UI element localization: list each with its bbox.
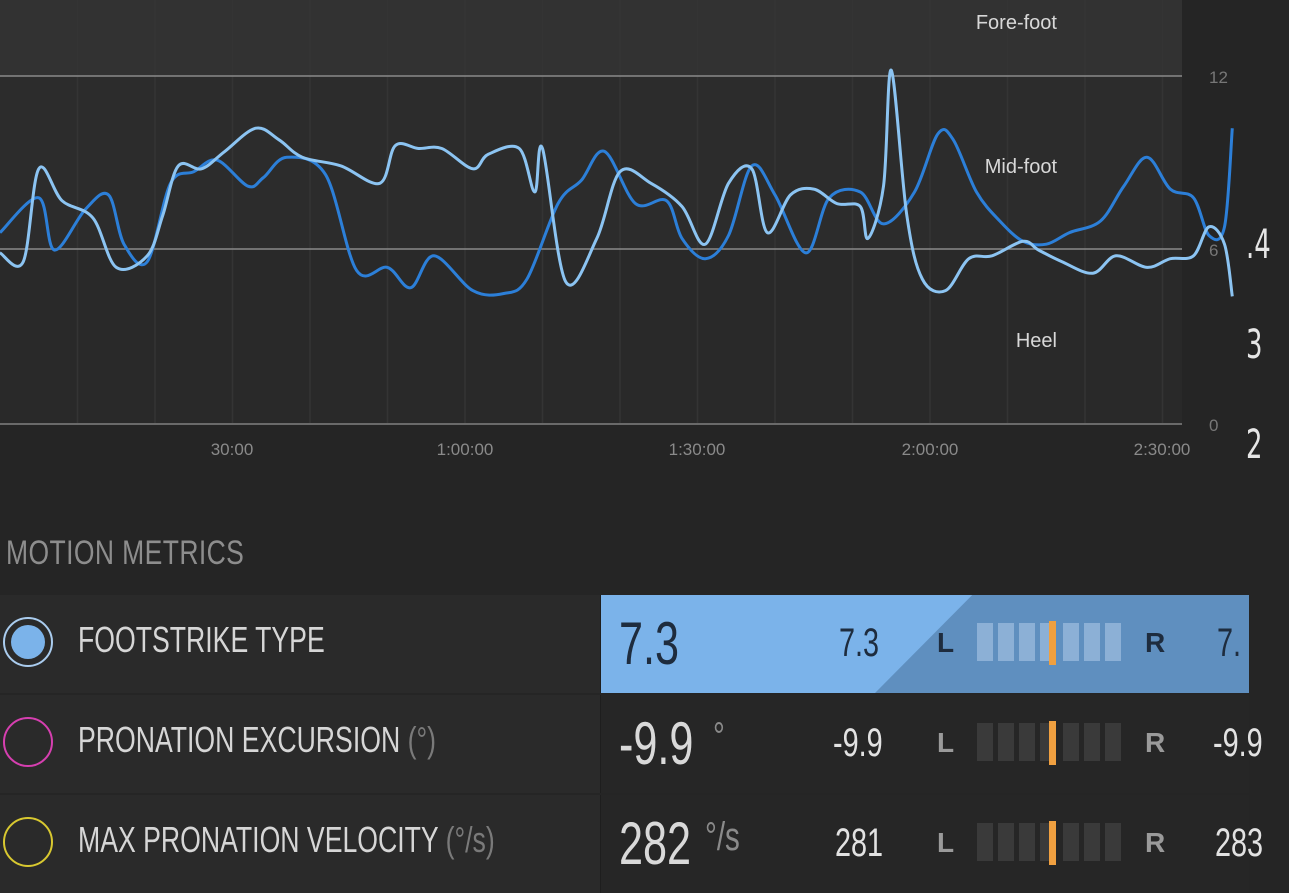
metric-label-cell: MAX PRONATION VELOCITY (°/s) [0,795,600,893]
x-tick-2h30: 2:30:00 [1133,440,1191,459]
balance-segment [1084,623,1100,661]
metric-name: FOOTSTRIKE TYPE [78,619,325,661]
series-group [0,68,1234,297]
right-foot-value: -9.9 [1213,721,1263,765]
series-line-2 [0,68,1234,297]
y-tick-12: 12 [1209,68,1228,87]
footstrike-chart: Fore-foot Mid-foot Heel [0,0,1234,425]
y-tick-6: 6 [1209,241,1219,260]
metric-toggle-circle[interactable] [3,717,53,767]
left-foot-value: 7.3 [839,621,880,665]
left-foot-value: -9.9 [833,721,883,765]
metric-toggle-circle[interactable] [3,817,53,867]
section-title: MOTION METRICS [6,534,245,572]
metric-value: 282 [619,810,692,877]
balance-bar [977,621,1127,665]
metric-value-cell: 7.3 7.3 L R 7. [600,595,1249,693]
balance-segment [1019,723,1035,761]
balance-segment [1063,723,1079,761]
x-tick-30m: 30:00 [210,440,254,459]
balance-segment [1063,623,1079,661]
balance-segment [1019,623,1035,661]
left-label: L [937,827,955,858]
right-foot-value: 7. [1217,621,1242,665]
right-label: R [1145,727,1166,758]
metric-row-footstrike[interactable]: FOOTSTRIKE TYPE 7.3 7.3 L R 7. [0,595,1249,693]
metric-value: -9.9 [619,710,694,777]
balance-segment [1105,623,1121,661]
metric-name-text: MAX PRONATION VELOCITY [78,819,446,860]
metric-value: 7.3 [619,610,680,677]
metric-name-text: PRONATION EXCURSION [78,719,408,760]
zone-label-forefoot: Fore-foot [975,12,1057,34]
side-value-3: 2 [1246,422,1263,468]
chart-svg [0,0,1234,425]
right-foot-value: 283 [1215,821,1264,865]
x-tick-1h30: 1:30:00 [668,440,726,459]
balance-marker [1049,621,1056,665]
side-value-2: 3 [1246,322,1263,368]
metric-name: PRONATION EXCURSION (°) [78,719,436,761]
metric-toggle-circle[interactable] [3,617,53,667]
balance-segment [998,623,1014,661]
balance-segment [1105,723,1121,761]
metric-value-cell: -9.9 ° -9.9 L R -9.9 [600,695,1263,793]
balance-segment [998,723,1014,761]
balance-segment [1063,823,1079,861]
forefoot-zone-band [0,0,1182,76]
zone-label-midfoot: Mid-foot [984,156,1057,178]
balance-marker [1049,821,1056,865]
balance-bar [977,821,1127,865]
balance-segment [1105,823,1121,861]
left-foot-value: 281 [835,821,884,865]
metric-label-cell: FOOTSTRIKE TYPE [0,595,600,693]
y-tick-0: 0 [1209,416,1219,435]
balance-segment [1019,823,1035,861]
metric-color-dot [11,625,45,659]
balance-segment [977,623,993,661]
heel-zone-band [0,249,1182,425]
metric-row-pronation-excursion[interactable]: PRONATION EXCURSION (°) -9.9 ° -9.9 L R … [0,695,1263,793]
balance-bar [977,721,1127,765]
side-value-1: .4 [1246,222,1271,268]
metric-value-cell: 282 °/s 281 L R 283 [600,795,1263,893]
metric-name-unit: (°) [407,719,436,760]
x-tick-1h: 1:00:00 [436,440,494,459]
metric-row-max-pronation-velocity[interactable]: MAX PRONATION VELOCITY (°/s) 282 °/s 281… [0,795,1263,893]
metric-name-text: FOOTSTRIKE TYPE [78,619,325,660]
balance-segment [977,723,993,761]
left-label: L [937,727,955,758]
balance-segment [1084,723,1100,761]
metric-value-unit: ° [713,715,725,759]
metric-name: MAX PRONATION VELOCITY (°/s) [78,819,495,861]
right-label: R [1145,627,1166,658]
metric-value-unit: °/s [705,815,740,859]
zone-label-heel: Heel [1015,330,1057,352]
vertical-gridlines [76,0,1164,424]
metric-label-cell: PRONATION EXCURSION (°) [0,695,600,793]
balance-marker [1049,721,1056,765]
x-tick-2h: 2:00:00 [901,440,959,459]
metric-name-unit: (°/s) [445,819,495,860]
balance-segment [998,823,1014,861]
left-label: L [937,627,955,658]
balance-segment [1084,823,1100,861]
right-label: R [1145,827,1166,858]
balance-segment [977,823,993,861]
